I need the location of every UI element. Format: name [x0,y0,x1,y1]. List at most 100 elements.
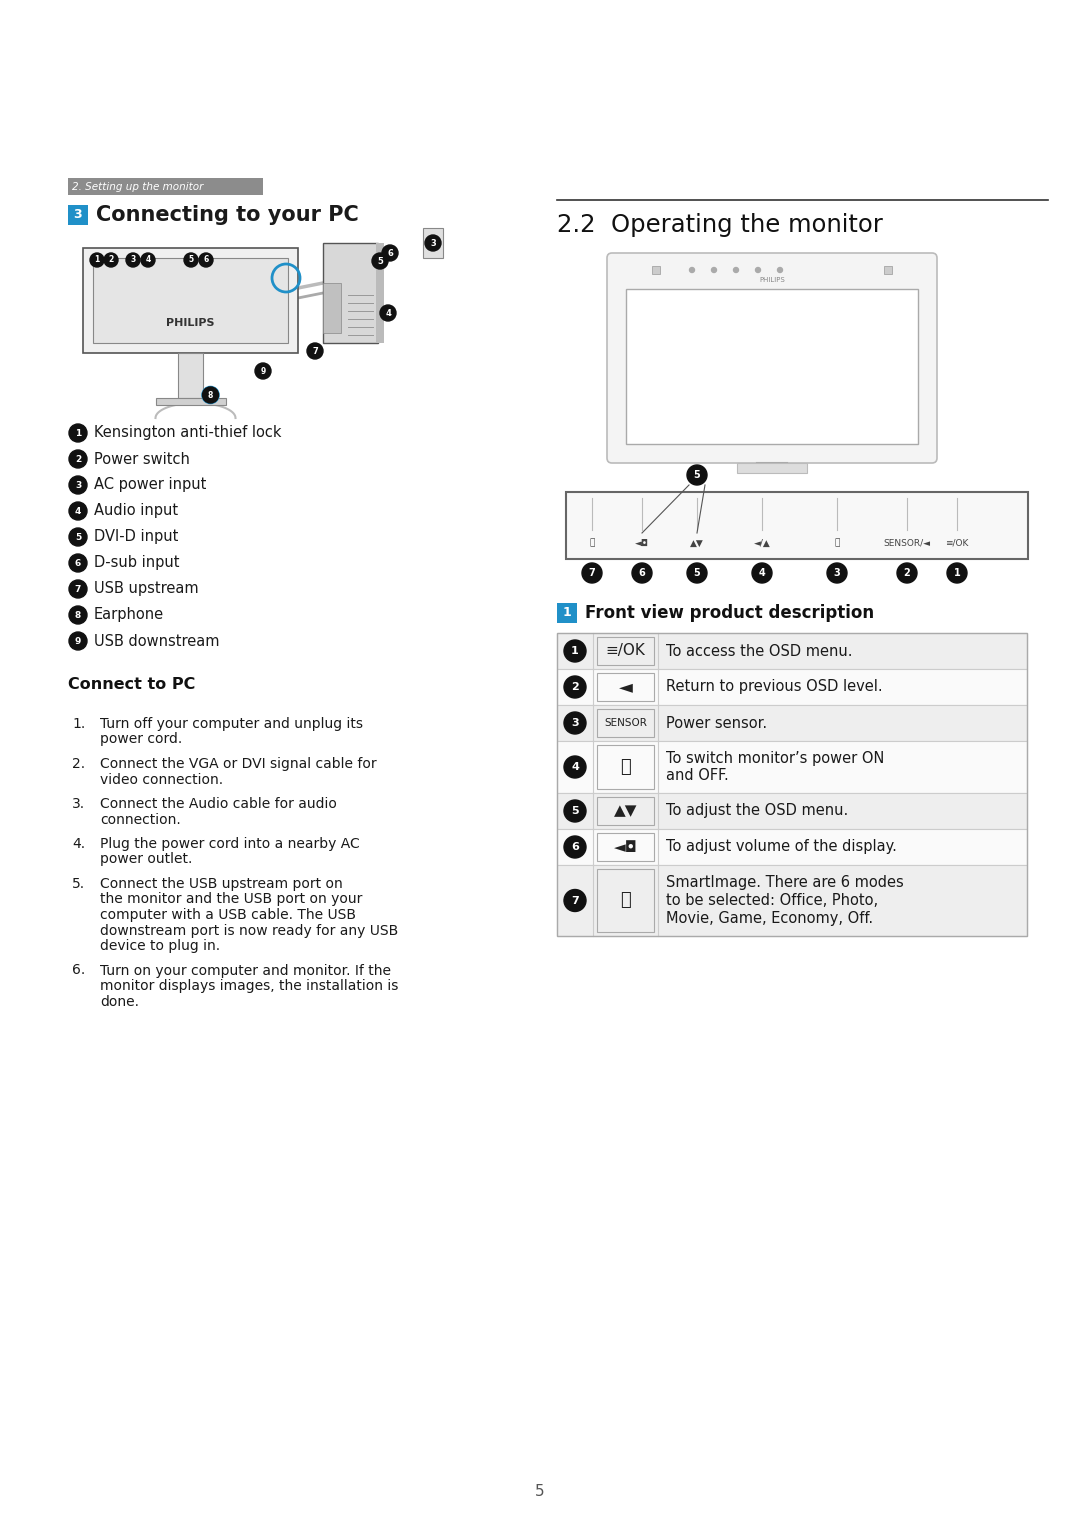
Bar [423,228,443,258]
Text: 4: 4 [571,762,579,773]
Text: downstream port is now ready for any USB: downstream port is now ready for any USB [100,924,399,938]
Text: 5: 5 [188,255,193,264]
Circle shape [426,235,441,250]
Circle shape [69,606,87,625]
Circle shape [712,267,716,272]
Circle shape [382,244,399,261]
Circle shape [689,267,694,272]
Text: 5.: 5. [72,876,85,890]
Circle shape [947,563,967,583]
Bar [557,864,1027,936]
Text: 5: 5 [693,568,700,579]
Bar [376,243,384,344]
Text: 2. Setting up the monitor: 2. Setting up the monitor [72,182,203,191]
FancyBboxPatch shape [83,247,298,353]
Text: ▲▼: ▲▼ [690,539,704,548]
Text: 6: 6 [571,841,579,852]
Text: 4: 4 [146,255,150,264]
Text: SmartImage. There are 6 modes: SmartImage. There are 6 modes [666,875,904,890]
Text: ▲▼: ▲▼ [613,803,637,818]
Text: power outlet.: power outlet. [100,852,192,866]
Bar [68,179,264,195]
Bar [323,282,341,333]
Text: video connection.: video connection. [100,773,224,786]
Text: 5: 5 [693,470,700,479]
Text: 2.2  Operating the monitor: 2.2 Operating the monitor [557,212,882,237]
Text: 1: 1 [571,646,579,657]
Text: Connect the USB upstream port on: Connect the USB upstream port on [100,876,342,890]
Circle shape [827,563,847,583]
Text: 4.: 4. [72,837,85,851]
Bar [557,829,1027,864]
Text: 6: 6 [638,568,646,579]
Text: 1: 1 [954,568,960,579]
Circle shape [69,476,87,495]
Text: the monitor and the USB port on your: the monitor and the USB port on your [100,892,363,907]
Circle shape [564,800,586,822]
Text: and OFF.: and OFF. [666,768,729,783]
FancyBboxPatch shape [566,492,1028,559]
Text: 4: 4 [386,308,391,318]
Text: ◄: ◄ [619,678,633,696]
Circle shape [687,563,707,583]
Text: 4: 4 [758,568,766,579]
Bar [885,266,892,273]
Text: Front view product description: Front view product description [585,605,874,621]
Text: ⏻: ⏻ [835,539,839,548]
Circle shape [687,466,707,486]
Text: D-sub input: D-sub input [94,556,179,571]
Bar [597,709,654,738]
Circle shape [372,253,388,269]
Text: ≡/OK: ≡/OK [606,643,646,658]
Circle shape [255,363,271,379]
Text: 1: 1 [75,429,81,438]
Bar [597,745,654,789]
Bar [597,637,654,664]
Text: 3: 3 [75,481,81,490]
Bar [557,603,577,623]
Circle shape [203,386,218,403]
Circle shape [69,554,87,573]
Text: Movie, Game, Economy, Off.: Movie, Game, Economy, Off. [666,912,873,925]
Circle shape [380,305,396,321]
Text: 7: 7 [75,585,81,594]
Text: Return to previous OSD level.: Return to previous OSD level. [666,680,882,695]
Text: 6.: 6. [72,964,85,977]
Text: 2: 2 [571,683,579,692]
FancyBboxPatch shape [323,243,378,344]
Bar [557,793,1027,829]
Circle shape [564,640,586,663]
Text: Connect the Audio cable for audio: Connect the Audio cable for audio [100,797,337,811]
Text: 5: 5 [75,533,81,542]
Text: 6: 6 [203,255,208,264]
Circle shape [104,253,118,267]
Circle shape [752,563,772,583]
Text: 5: 5 [571,806,579,815]
Text: monitor displays images, the installation is: monitor displays images, the installatio… [100,979,399,993]
Circle shape [756,267,760,272]
Text: ⎗: ⎗ [590,539,595,548]
Text: 9: 9 [260,366,266,376]
Circle shape [564,712,586,734]
Circle shape [199,253,213,267]
Text: USB upstream: USB upstream [94,582,199,597]
Text: 1.: 1. [72,718,85,731]
Text: 3: 3 [430,238,436,247]
Bar [178,353,203,399]
Circle shape [69,502,87,521]
Text: To adjust the OSD menu.: To adjust the OSD menu. [666,803,848,818]
Text: 3: 3 [131,255,136,264]
Text: To access the OSD menu.: To access the OSD menu. [666,643,852,658]
Bar [557,634,1027,936]
Text: 3: 3 [834,568,840,579]
FancyBboxPatch shape [93,258,288,344]
Text: PHILIPS: PHILIPS [166,318,215,328]
Bar [557,705,1027,741]
Bar [557,634,1027,669]
Text: SENSOR: SENSOR [604,718,647,728]
Bar [68,205,87,224]
Circle shape [564,890,586,912]
Circle shape [69,528,87,547]
Circle shape [69,425,87,441]
Text: 2: 2 [108,255,113,264]
